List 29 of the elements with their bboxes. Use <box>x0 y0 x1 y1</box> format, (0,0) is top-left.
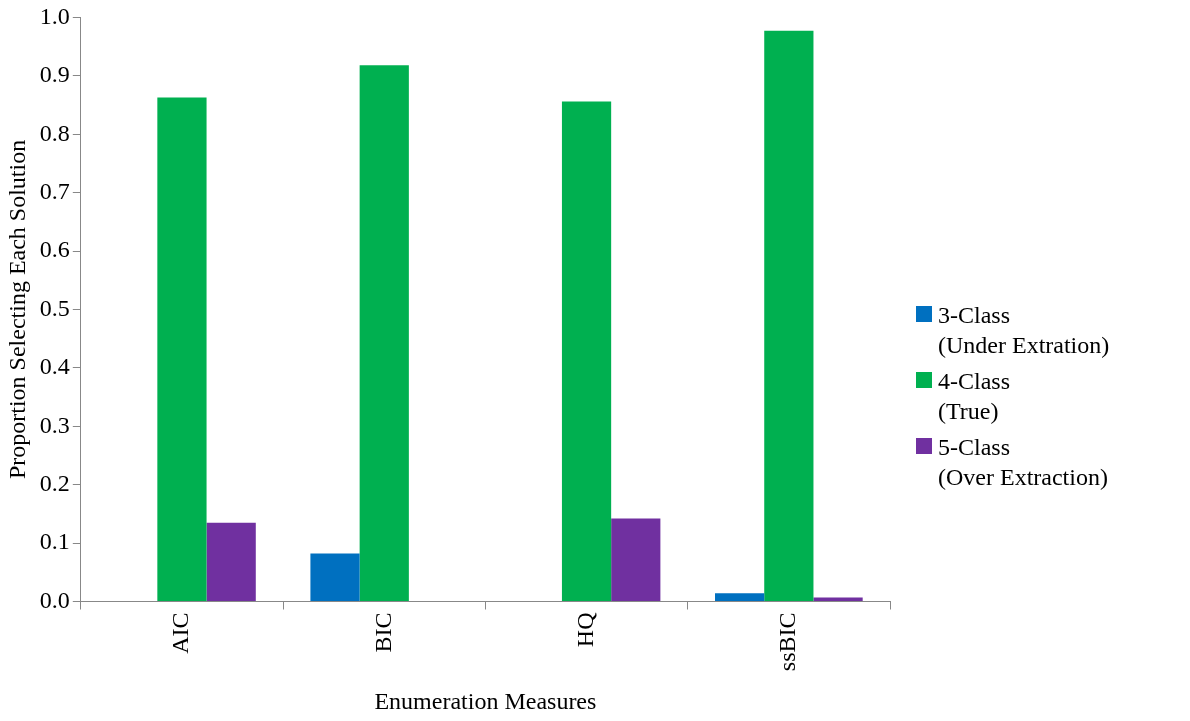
bar <box>764 30 814 602</box>
y-tick-label: 0.6 <box>39 236 70 263</box>
bar <box>157 97 207 602</box>
y-tick-label: 0.0 <box>39 586 70 613</box>
x-axis-title: Enumeration Measures <box>374 687 597 714</box>
bar <box>310 553 360 602</box>
x-tick-label: ssBIC <box>774 612 801 672</box>
y-axis-title: Proportion Selecting Each Solution <box>3 139 30 480</box>
legend-label: 5-Class (Over Extraction) <box>938 433 1108 492</box>
bar <box>715 593 765 602</box>
x-tick-label: AIC <box>167 612 194 654</box>
y-tick-label: 0.5 <box>39 294 70 321</box>
y-tick-label: 0.2 <box>39 469 70 496</box>
legend-label: 4-Class (True) <box>938 367 1010 426</box>
y-tick-label: 0.1 <box>39 528 70 555</box>
legend-label: 3-Class (Under Extration) <box>938 301 1110 360</box>
y-tick-label: 1.0 <box>39 2 70 29</box>
bar <box>611 518 661 602</box>
bar <box>359 65 409 602</box>
y-tick-label: 0.7 <box>39 177 70 204</box>
y-tick-label: 0.4 <box>39 353 70 380</box>
bar <box>561 101 612 602</box>
y-tick-label: 0.8 <box>39 119 70 146</box>
x-tick-label: HQ <box>571 612 598 648</box>
y-tick-label: 0.9 <box>39 61 70 88</box>
bar <box>206 522 256 602</box>
y-tick-label: 0.3 <box>39 411 70 438</box>
x-tick-label: BIC <box>369 612 396 653</box>
bar <box>813 597 863 602</box>
